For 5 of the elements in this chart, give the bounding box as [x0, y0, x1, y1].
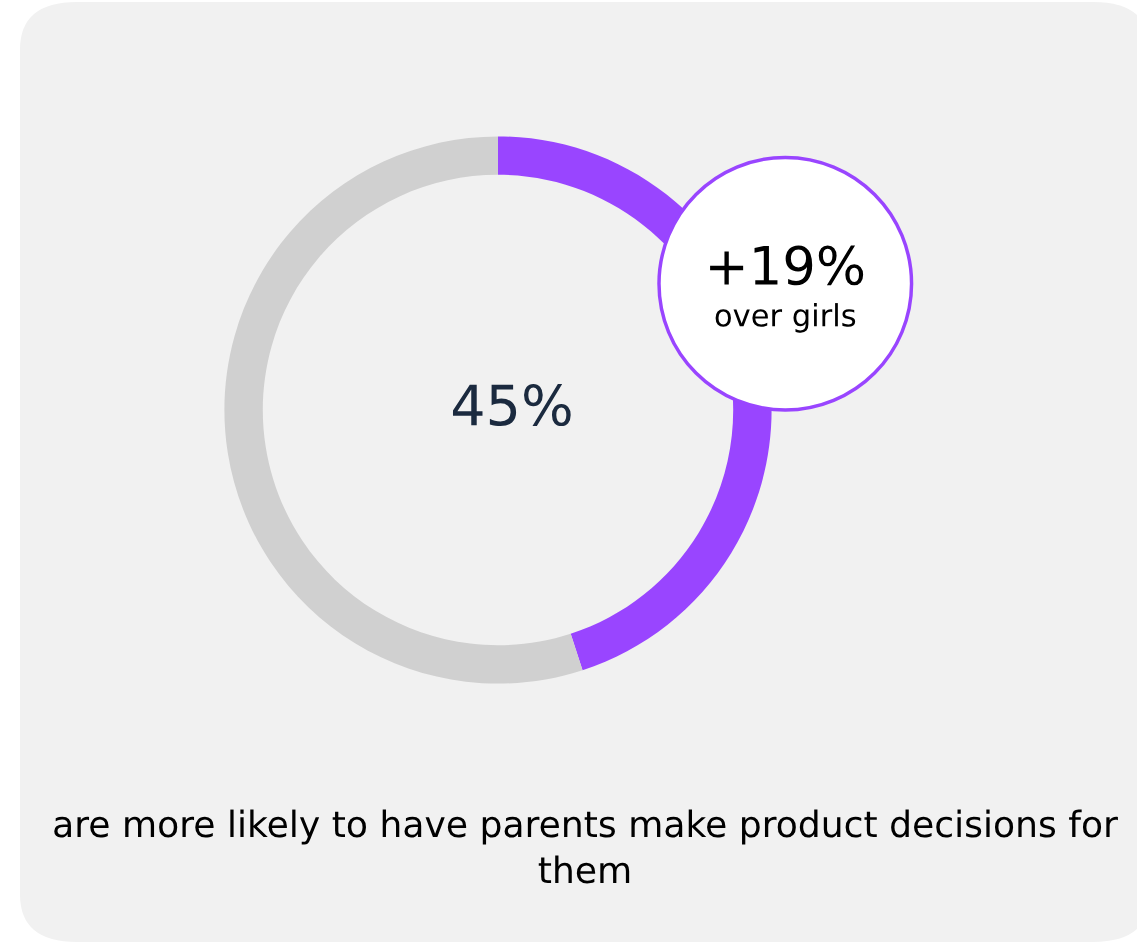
- data-label: 45%: [452, 384, 571, 427]
- donut-slice: [224, 136, 583, 684]
- text: are more likely to have parents make product decisions for them: [54, 809, 1118, 884]
- text: +19%: [710, 245, 864, 286]
- text: over girls: [715, 303, 856, 333]
